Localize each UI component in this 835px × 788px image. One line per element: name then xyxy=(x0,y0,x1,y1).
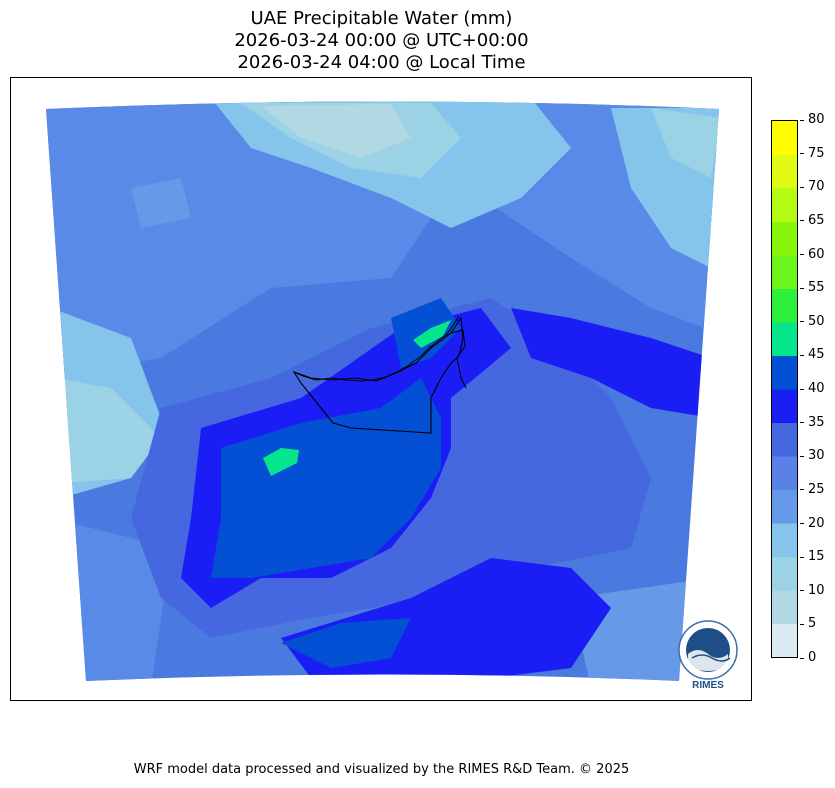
colorbar-swatch xyxy=(772,456,797,490)
colorbar-tick-label: 25 xyxy=(808,481,825,497)
contour-10-15-west xyxy=(56,378,161,483)
colorbar-swatch xyxy=(772,523,797,557)
colorbar-swatch xyxy=(772,623,797,657)
colorbar-tick xyxy=(800,119,804,121)
map-title: UAE Precipitable Water (mm) xyxy=(250,8,513,29)
colorbar-swatch xyxy=(772,121,797,155)
contour-10-15-east xyxy=(651,108,719,178)
colorbar-tick-label: 10 xyxy=(808,582,825,598)
colorbar-swatch xyxy=(772,556,797,591)
uae-border xyxy=(292,316,464,434)
rimes-logo: RIMES xyxy=(676,618,740,691)
colorbar-swatch xyxy=(772,154,797,189)
colorbar-tick-label: 20 xyxy=(808,515,825,531)
colorbar-swatch xyxy=(772,255,797,289)
colorbar-tick xyxy=(800,186,804,188)
colorbar-tick xyxy=(800,523,804,524)
colorbar-tick-label: 80 xyxy=(808,112,825,127)
oman-border xyxy=(450,329,467,389)
precipitable-water-map xyxy=(46,101,719,681)
colorbar-tick-label: 30 xyxy=(808,448,825,464)
colorbar-tick-label: 0 xyxy=(808,650,817,665)
colorbar-tick xyxy=(800,321,804,323)
colorbar-tick-label: 50 xyxy=(808,313,825,329)
colorbar-tick xyxy=(800,657,804,659)
colorbar-tick xyxy=(800,354,804,356)
colorbar-swatch xyxy=(772,590,797,624)
contour-5-10 xyxy=(261,104,411,158)
contour-45-50-spot xyxy=(263,448,299,476)
colorbar-tick xyxy=(800,153,804,155)
colorbar-swatch xyxy=(772,188,797,222)
colorbar-tick-label: 55 xyxy=(808,280,825,296)
colorbar-tick xyxy=(800,254,804,255)
colorbar-tick xyxy=(800,287,804,289)
colorbar xyxy=(771,120,798,658)
contour-15-20-nw xyxy=(131,178,191,228)
map-frame xyxy=(10,77,752,701)
uae-coastline xyxy=(293,315,460,382)
colorbar-swatch xyxy=(772,489,797,524)
colorbar-tick-label: 60 xyxy=(808,246,825,262)
colorbar-tick xyxy=(800,422,804,424)
colorbar-tick-label: 75 xyxy=(808,145,825,161)
colorbar-swatch xyxy=(772,288,797,323)
map-subtitle-local: 2026-03-24 04:00 @ Local Time xyxy=(237,52,526,73)
contour-45-50-coast xyxy=(413,320,451,348)
colorbar-tick-label: 45 xyxy=(808,347,825,363)
map-subtitle-utc: 2026-03-24 00:00 @ UTC+00:00 xyxy=(234,30,529,51)
contour-40-45 xyxy=(211,378,441,578)
colorbar-swatch xyxy=(772,322,797,356)
contour-35-40-east xyxy=(511,308,711,418)
colorbar-tick xyxy=(800,590,804,592)
colorbar-tick-label: 65 xyxy=(808,212,825,228)
colorbar-tick-label: 5 xyxy=(808,616,817,632)
colorbar-swatch xyxy=(772,221,797,256)
colorbar-swatch xyxy=(772,355,797,390)
colorbar-swatch xyxy=(772,422,797,457)
colorbar-tick xyxy=(800,455,804,457)
colorbar-tick-label: 70 xyxy=(808,179,825,195)
colorbar-tick xyxy=(800,556,804,558)
colorbar-tick-label: 40 xyxy=(808,381,825,396)
logo-text: RIMES xyxy=(692,680,724,690)
colorbar-tick xyxy=(800,489,804,491)
colorbar-tick xyxy=(800,388,804,390)
contour-40-45-south xyxy=(281,618,411,668)
colorbar-swatches xyxy=(772,121,797,657)
colorbar-tick-label: 35 xyxy=(808,414,825,430)
colorbar-tick-label: 15 xyxy=(808,549,825,565)
colorbar-tick xyxy=(800,220,804,222)
colorbar-swatch xyxy=(772,389,797,423)
footer-credit: WRF model data processed and visualized … xyxy=(133,762,630,777)
colorbar-tick xyxy=(800,623,804,625)
